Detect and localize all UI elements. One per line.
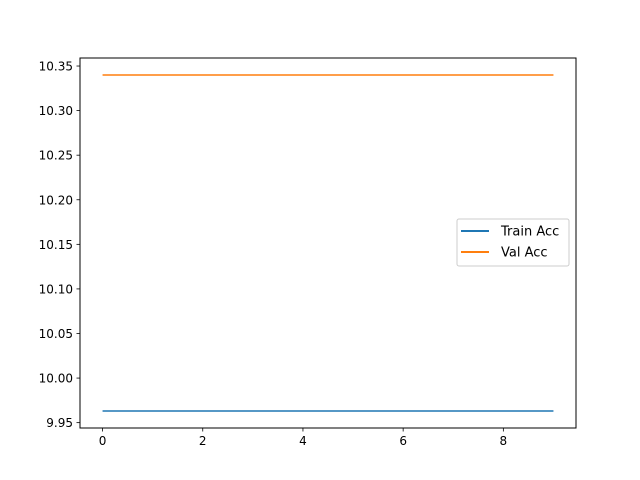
y-tick-label: 10.25 [39,149,73,163]
y-tick-label: 10.10 [39,282,73,296]
y-tick-label: 9.95 [46,416,73,430]
y-axis: 9.95 10.00 10.05 10.10 10.15 10.20 10.25 10.30 1… [39,60,80,430]
legend-label-train-acc: Train Acc [500,225,559,240]
y-tick-label: 10.30 [39,104,73,118]
y-tick-label: 10.05 [39,327,73,341]
y-tick-label: 10.35 [39,60,73,74]
legend-label-val-acc: Val Acc [501,246,548,261]
y-tick-label: 10.15 [39,238,73,252]
x-tick-label: 8 [500,434,508,448]
series-lines [102,74,554,412]
x-tick-label: 4 [299,434,307,448]
y-tick-label: 10.00 [39,372,73,386]
x-tick-label: 0 [99,434,107,448]
x-axis: 0 2 4 6 8 [99,428,507,448]
legend: Train Acc Val Acc [456,218,570,267]
x-tick-label: 2 [199,434,207,448]
axes-frame [79,57,577,429]
x-tick-label: 6 [399,434,407,448]
y-tick-label: 10.20 [39,193,73,207]
